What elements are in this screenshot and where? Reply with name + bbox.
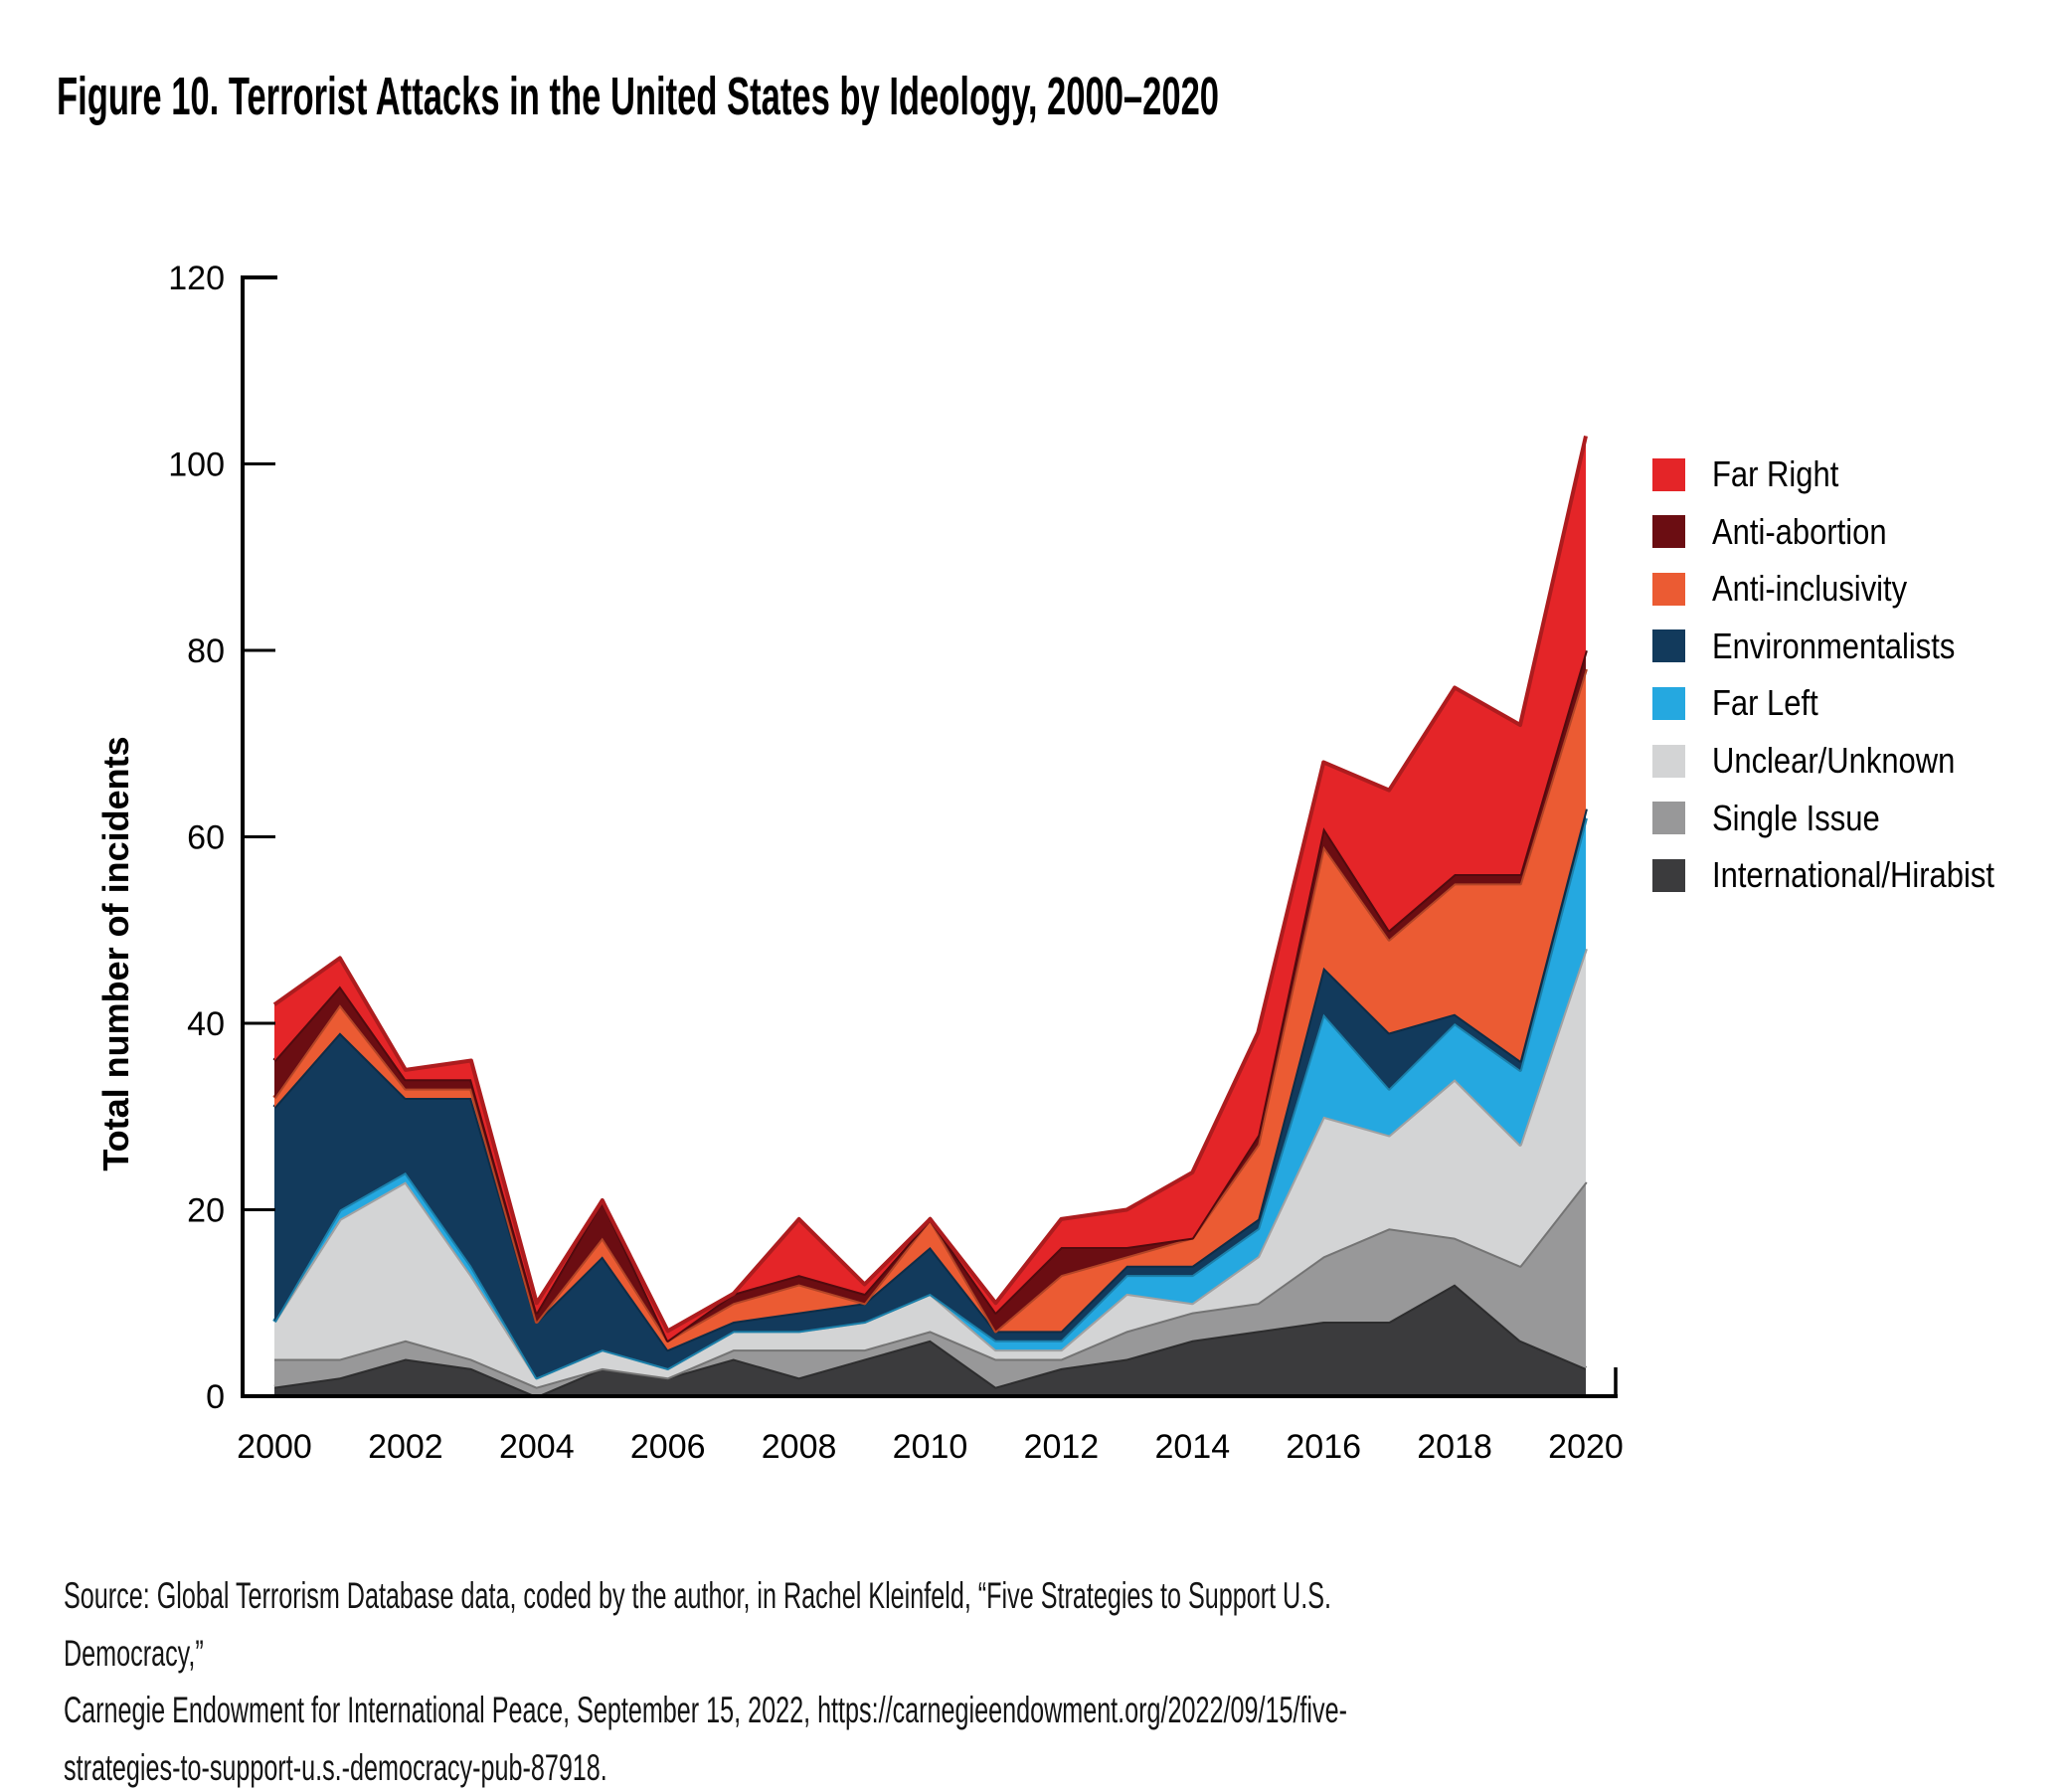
- x-tick-label: 2020: [1548, 1428, 1624, 1466]
- x-tick-label: 2014: [1154, 1428, 1230, 1466]
- legend-item-single-issue: Single Issue: [1652, 798, 1907, 838]
- area-far-right: [274, 436, 1586, 1341]
- legend-label-environmentalists: Environmentalists: [1712, 625, 1956, 666]
- chart-tick-labels: 0 20 40 60 80 100 120 2000 2002 2004 2006 2008 2010 2…: [168, 260, 1624, 1466]
- legend-swatch-far-left: [1652, 686, 1685, 720]
- x-tick-label: 2000: [237, 1428, 312, 1466]
- y-tick-label: 40: [187, 1005, 225, 1043]
- x-tick-label: 2002: [368, 1428, 443, 1466]
- legend-label-single-issue: Single Issue: [1712, 797, 1880, 838]
- area-international-hirabist: [274, 1284, 1586, 1396]
- area-environmentalists: [274, 808, 1586, 1378]
- y-tick-label: 20: [187, 1192, 225, 1230]
- legend-label-anti-inclusivity: Anti-inclusivity: [1712, 568, 1908, 610]
- legend-item-environmentalists: Environmentalists: [1652, 626, 1994, 666]
- source-note: Source: Global Terrorism Database data, …: [64, 1567, 2072, 1792]
- y-tick-label: 60: [187, 819, 225, 857]
- chart-axes: [241, 275, 1618, 1398]
- area-topline-far-right: [272, 435, 1588, 1334]
- legend-swatch-far-right: [1652, 457, 1685, 491]
- x-tick-label: 2006: [630, 1428, 706, 1466]
- legend-item-anti-abortion: Anti-abortion: [1652, 511, 1915, 552]
- area-unclear-unknown: [274, 949, 1586, 1387]
- legend-label-unclear-unknown: Unclear/Unknown: [1712, 740, 1956, 781]
- area-single-issue: [274, 1181, 1586, 1396]
- y-tick-label: 120: [168, 260, 225, 297]
- legend-label-international-hirabist: International/Hirabist: [1712, 854, 1994, 896]
- legend-swatch-unclear-unknown: [1652, 744, 1685, 778]
- legend-item-international-hirabist: International/Hirabist: [1652, 854, 2040, 895]
- legend-item-far-right: Far Right: [1652, 453, 1859, 494]
- legend-item-far-left: Far Left: [1652, 682, 1835, 723]
- legend-item-unclear-unknown: Unclear/Unknown: [1652, 740, 1994, 781]
- area-far-left: [274, 817, 1586, 1378]
- x-tick-label: 2018: [1417, 1428, 1492, 1466]
- legend-swatch-single-issue: [1652, 802, 1685, 835]
- legend-label-far-left: Far Left: [1712, 682, 1818, 724]
- x-tick-label: 2004: [499, 1428, 575, 1466]
- legend-swatch-international-hirabist: [1652, 858, 1685, 892]
- legend-label-anti-abortion: Anti-abortion: [1712, 510, 1887, 552]
- y-tick-label: 0: [206, 1378, 225, 1416]
- legend-item-anti-inclusivity: Anti-inclusivity: [1652, 568, 1939, 609]
- x-tick-label: 2008: [762, 1428, 837, 1466]
- figure-title-text: Figure 10. Terrorist Attacks in the Unit…: [57, 67, 1220, 126]
- y-tick-label: 80: [187, 632, 225, 670]
- chart-areas: [272, 435, 1588, 1398]
- legend-swatch-anti-abortion: [1652, 515, 1685, 549]
- figure-title: Figure 10. Terrorist Attacks in the Unit…: [57, 66, 1873, 127]
- legend-swatch-environmentalists: [1652, 629, 1685, 663]
- legend-swatch-anti-inclusivity: [1652, 572, 1685, 606]
- legend-label-far-right: Far Right: [1712, 453, 1839, 494]
- area-anti-inclusivity: [274, 668, 1586, 1350]
- x-tick-label: 2016: [1286, 1428, 1361, 1466]
- x-tick-label: 2012: [1024, 1428, 1100, 1466]
- x-tick-label: 2010: [893, 1428, 968, 1466]
- source-note-text: Source: Global Terrorism Database data, …: [64, 1575, 1347, 1788]
- y-tick-label: 100: [168, 447, 225, 484]
